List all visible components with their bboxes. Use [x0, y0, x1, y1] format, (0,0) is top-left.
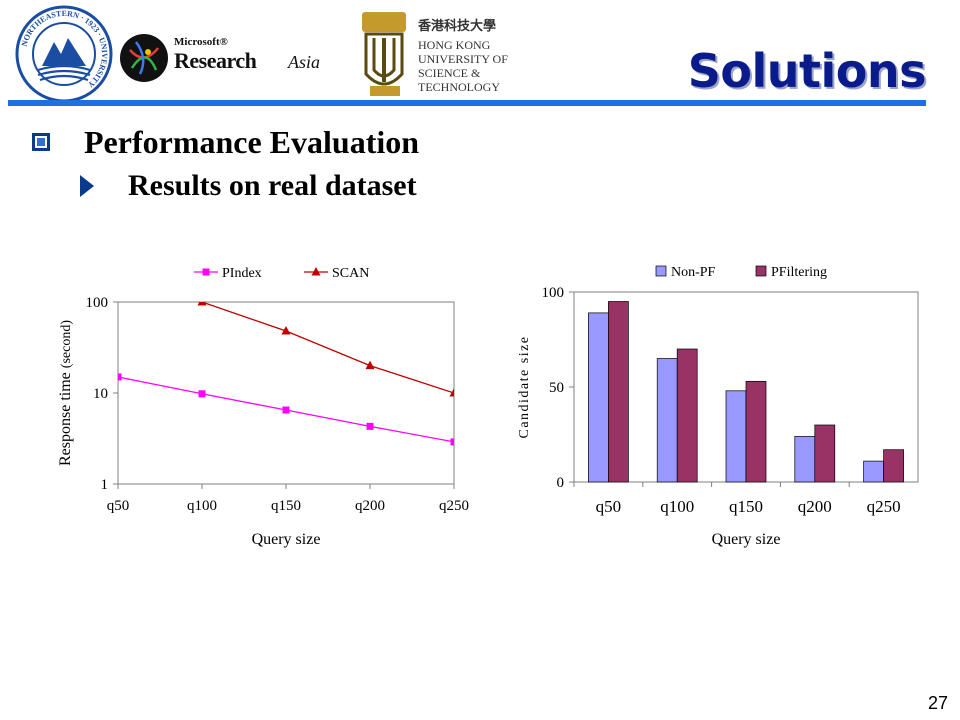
- bar-pfiltering: [745, 380, 767, 483]
- bar-non-pf: [863, 460, 884, 483]
- x-tick-label: q200: [355, 498, 385, 514]
- data-point-pindex: [198, 390, 206, 398]
- x-axis-label: Query size: [712, 531, 781, 548]
- data-point-scan: [114, 287, 123, 296]
- bar-pfiltering: [814, 424, 836, 483]
- legend-swatch-non-pf: [655, 265, 667, 277]
- hkust-line3: SCIENCE &: [418, 66, 481, 80]
- hkust-line2: UNIVERSITY OF: [418, 52, 508, 66]
- data-point-pindex: [118, 373, 122, 381]
- y-axis-label-unit: (second): [59, 320, 74, 369]
- y-axis-label: Candidate size: [517, 335, 532, 438]
- bullet-2-text: Results on real dataset: [128, 169, 417, 202]
- square-bullet-icon: [32, 133, 50, 151]
- y-tick-label: 10: [93, 386, 108, 402]
- data-point-scan: [365, 360, 375, 370]
- x-tick-label: q250: [439, 498, 469, 514]
- data-point-scan: [449, 388, 454, 397]
- data-point-pindex: [450, 438, 454, 446]
- hkust-cn: 香港科技大學: [417, 18, 496, 33]
- legend-label-pfiltering: PFiltering: [771, 265, 827, 280]
- msra-line1: Microsoft®: [174, 36, 228, 48]
- legend-marker-pindex: [202, 268, 210, 276]
- x-tick-label: q50: [596, 497, 622, 516]
- msra-line3: Asia: [287, 52, 320, 72]
- y-tick-label: 0: [557, 475, 565, 491]
- bar-pfiltering: [676, 348, 698, 483]
- bar-non-pf: [656, 358, 678, 483]
- legend-swatch-pfiltering: [755, 265, 767, 277]
- slide-title: Solutions: [687, 44, 927, 98]
- legend-marker-scan: [311, 267, 321, 276]
- data-point-scan: [281, 326, 291, 335]
- hkust-logo: 香港科技大學 HONG KONG UNIVERSITY OF SCIENCE &…: [356, 8, 516, 100]
- x-tick-label: q250: [867, 497, 901, 516]
- legend-label-scan: SCAN: [332, 266, 369, 281]
- plot-series-group: [114, 287, 454, 446]
- hkust-line1: HONG KONG: [418, 38, 491, 52]
- y-axis-label-main: Response time: [57, 368, 74, 466]
- bar-pfiltering: [608, 301, 629, 483]
- msra-line2: Research: [174, 48, 257, 73]
- microsoft-research-asia-logo: Microsoft® Research Asia: [118, 28, 338, 86]
- legend-label-non-pf: Non-PF: [671, 265, 716, 280]
- bullet-level-2: Results on real dataset: [80, 168, 417, 204]
- x-tick-label: q50: [107, 498, 130, 514]
- data-point-scan: [197, 302, 207, 306]
- y-tick-label: 1: [101, 477, 109, 493]
- y-axis-label: Response time (second): [57, 320, 74, 466]
- arrow-bullet-icon: [80, 175, 94, 197]
- response-time-chart: 1 10 100 q50 q100 q150 q200 q250 Query size Respo…: [57, 266, 469, 548]
- data-point-pindex: [366, 422, 374, 430]
- x-tick-label: q100: [660, 497, 694, 516]
- x-axis-label: Query size: [252, 531, 321, 548]
- y-tick-label: 100: [86, 295, 109, 311]
- bullet-1-text: Performance Evaluation: [84, 123, 420, 160]
- y-tick-label: 100: [542, 285, 565, 301]
- candidate-size-chart: 0 50 100 q50 q100 q150 q200 q250 Query size Candi…: [517, 265, 919, 548]
- bar-non-pf: [588, 312, 609, 483]
- y-tick-label: 50: [549, 380, 564, 396]
- x-tick-label: q200: [798, 497, 832, 516]
- hkust-line4: TECHNOLOGY: [418, 80, 500, 94]
- legend-label-pindex: PIndex: [222, 266, 262, 281]
- bullet-level-1: Performance Evaluation: [32, 124, 419, 160]
- data-point-pindex: [282, 406, 290, 414]
- northeastern-university-logo: NORTHEASTERN · 1923 · UNIVERSITY: [15, 5, 113, 103]
- x-tick-label: q100: [187, 498, 217, 514]
- bar-non-pf: [725, 390, 747, 483]
- bar-non-pf: [794, 436, 816, 483]
- x-tick-label: q150: [729, 497, 763, 516]
- page-number: 27: [927, 693, 948, 713]
- bar-pfiltering: [883, 449, 904, 483]
- x-tick-label: q150: [271, 498, 301, 514]
- title-underline: [8, 100, 926, 106]
